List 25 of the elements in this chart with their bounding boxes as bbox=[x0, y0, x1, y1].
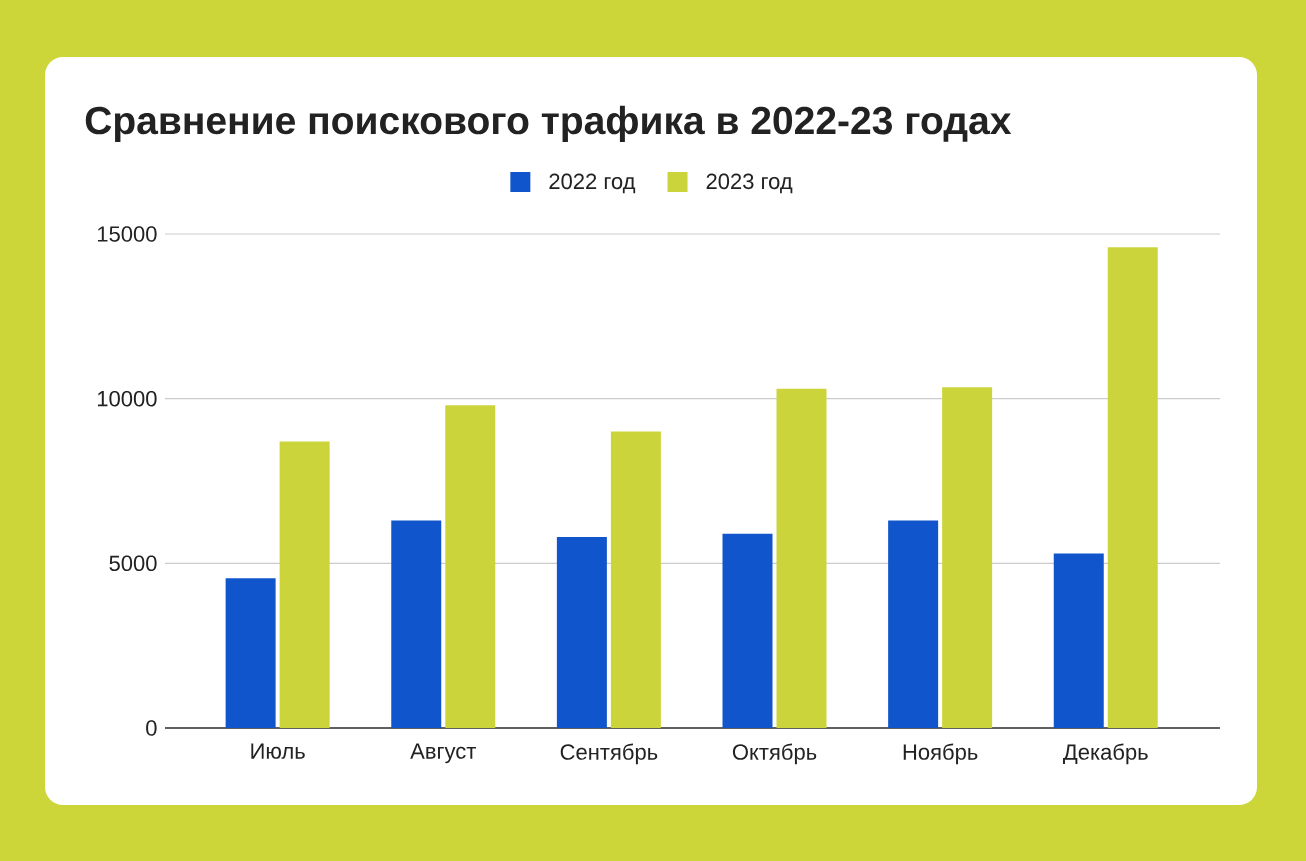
x-tick-label: Сентябрь bbox=[560, 743, 658, 765]
legend-label: 2022 год bbox=[549, 173, 636, 194]
bar bbox=[279, 441, 330, 728]
bar bbox=[722, 533, 773, 728]
bar bbox=[610, 431, 661, 728]
x-tick-label: Октябрь bbox=[732, 743, 817, 765]
y-tick-label: 15000 bbox=[97, 226, 157, 242]
x-tick-label: Ноябрь bbox=[903, 743, 978, 765]
bar bbox=[556, 536, 607, 728]
bar bbox=[888, 520, 939, 728]
y-tick-label: 5000 bbox=[109, 555, 157, 572]
legend-label: 2023 год bbox=[706, 173, 793, 194]
bar bbox=[1107, 247, 1158, 728]
bar bbox=[225, 578, 276, 728]
bar bbox=[776, 388, 827, 728]
x-tick-label: Август bbox=[410, 743, 476, 764]
y-tick-label: 0 bbox=[146, 720, 157, 736]
bar bbox=[1053, 553, 1104, 728]
bar bbox=[942, 387, 993, 728]
x-tick-label: Декабрь bbox=[1063, 743, 1148, 765]
x-tick-label: Июль bbox=[251, 743, 305, 759]
chart-title: Сравнение поискового трафика в 2022-23 годах bbox=[85, 105, 1012, 143]
bar bbox=[445, 405, 496, 728]
y-tick-label: 10000 bbox=[97, 390, 157, 407]
bar bbox=[391, 520, 442, 728]
